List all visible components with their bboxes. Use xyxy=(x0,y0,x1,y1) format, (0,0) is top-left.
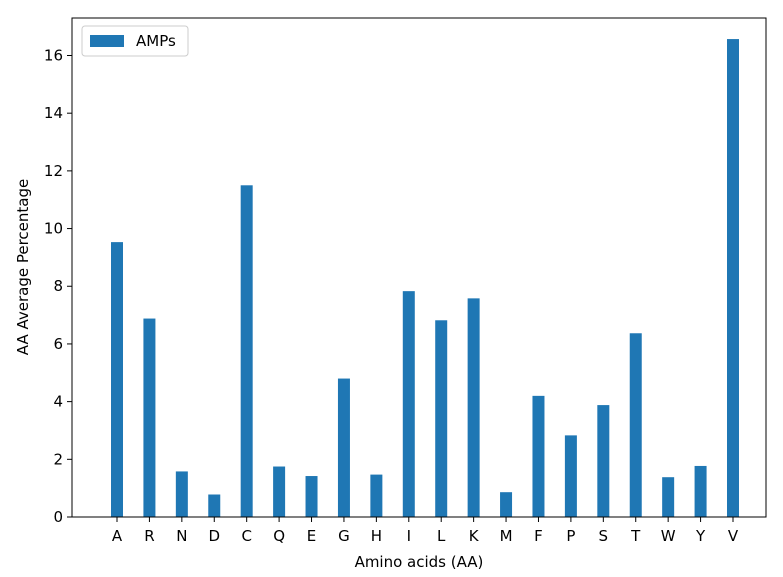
x-tick-label: W xyxy=(661,527,676,545)
bar-E xyxy=(305,476,318,517)
bar-T xyxy=(629,333,642,517)
legend-frame xyxy=(81,25,189,57)
x-tick-label: P xyxy=(566,527,575,545)
bar-I xyxy=(402,291,415,517)
bar-S xyxy=(597,405,610,517)
x-tick-label: V xyxy=(728,527,739,545)
y-tick-label: 12 xyxy=(44,162,63,180)
y-tick-label: 10 xyxy=(44,220,63,238)
x-tick-label: L xyxy=(437,527,446,545)
x-axis-label: Amino acids (AA) xyxy=(355,553,484,571)
x-tick-label: Q xyxy=(273,527,285,545)
legend-swatch xyxy=(90,35,124,47)
bar-V xyxy=(727,39,739,518)
bar-Y xyxy=(694,465,707,517)
x-tick-label: S xyxy=(599,527,609,545)
legend-label: AMPs xyxy=(136,32,176,50)
bar-K xyxy=(467,298,480,517)
x-tick-label: Y xyxy=(695,527,706,545)
y-tick-label: 8 xyxy=(53,277,63,295)
x-tick-label: T xyxy=(630,527,641,545)
bar-F xyxy=(532,395,545,517)
bar-R xyxy=(143,318,156,517)
plot-background xyxy=(72,18,766,517)
bar-D xyxy=(208,494,221,517)
x-tick-label: C xyxy=(241,527,251,545)
bars-group xyxy=(111,39,739,518)
y-axis-ticks: 0 2 4 6 8 10 12 14 16 xyxy=(44,46,72,526)
y-tick-label: 16 xyxy=(44,46,63,64)
bar-W xyxy=(662,477,675,517)
x-tick-label: E xyxy=(307,527,316,545)
x-tick-label: A xyxy=(112,527,123,545)
y-axis-label: AA Average Percentage xyxy=(14,179,32,355)
y-tick-label: 14 xyxy=(44,104,63,122)
y-tick-label: 6 xyxy=(53,335,63,353)
x-tick-label: I xyxy=(407,527,411,545)
legend: AMPs xyxy=(81,25,189,57)
x-tick-label: K xyxy=(469,527,480,545)
bar-P xyxy=(564,435,577,517)
bar-N xyxy=(175,471,188,517)
x-tick-label: R xyxy=(144,527,154,545)
bar-C xyxy=(240,185,253,518)
x-tick-label: F xyxy=(534,527,543,545)
bar-L xyxy=(435,320,448,517)
y-tick-label: 4 xyxy=(53,393,63,411)
x-tick-label: M xyxy=(500,527,513,545)
y-tick-label: 0 xyxy=(53,508,63,526)
plot-frame xyxy=(71,17,767,518)
bar-M xyxy=(500,492,513,517)
bar-G xyxy=(337,378,350,517)
x-tick-label: D xyxy=(208,527,220,545)
x-tick-label: H xyxy=(371,527,382,545)
bar-A xyxy=(111,242,123,517)
bar-Q xyxy=(273,466,286,517)
x-tick-label: N xyxy=(176,527,187,545)
y-tick-label: 2 xyxy=(53,450,63,468)
x-tick-label: G xyxy=(338,527,350,545)
bar-H xyxy=(370,474,383,517)
